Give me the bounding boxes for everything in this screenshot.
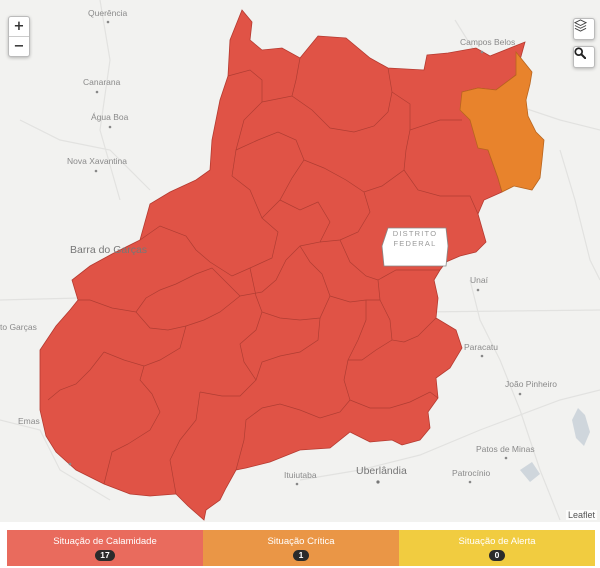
legend-calamity-count: 17	[95, 549, 115, 561]
state-regions[interactable]	[39, 9, 545, 521]
zoom-control: + −	[8, 16, 30, 57]
city-to-garcas: to Garças	[0, 322, 37, 332]
region-borders	[47, 57, 479, 495]
map-canvas[interactable]: Querência Campos Belos Canarana Água Boa…	[0, 0, 600, 522]
map-container[interactable]: Querência Campos Belos Canarana Água Boa…	[0, 0, 600, 522]
district-label: DISTRITO FEDERAL	[384, 229, 446, 249]
district-federal[interactable]	[381, 227, 449, 267]
city-ituiutaba: Ituiutaba	[284, 470, 317, 480]
basemap-water	[520, 408, 590, 482]
region-calamity-outline[interactable]	[39, 9, 526, 521]
city-barra-do-garcas: Barra do Garças	[70, 244, 147, 256]
legend-critical-count: 1	[293, 549, 309, 561]
zoom-out-button[interactable]: −	[9, 36, 29, 56]
legend-alert[interactable]: Situação de Alerta 0	[399, 530, 595, 566]
city-joao-pinheiro: João Pinheiro	[505, 379, 557, 389]
legend-alert-count: 0	[489, 549, 505, 561]
city-nova-xavantina: Nova Xavantina	[67, 156, 127, 166]
status-legend: Situação de Calamidade 17 Situação Críti…	[7, 530, 595, 566]
city-uberlandia: Uberlândia	[356, 465, 407, 477]
district-label-line1: DISTRITO	[392, 229, 438, 238]
region-critical[interactable]	[459, 50, 545, 193]
city-canarana: Canarana	[83, 77, 121, 87]
district-label-line2: FEDERAL	[393, 239, 437, 248]
legend-calamity[interactable]: Situação de Calamidade 17	[7, 530, 203, 566]
city-paracatu: Paracatu	[464, 342, 498, 352]
legend-critical[interactable]: Situação Crítica 1	[203, 530, 399, 566]
city-unai: Unaí	[470, 275, 489, 285]
layers-button[interactable]	[573, 18, 595, 40]
search-button[interactable]	[573, 46, 595, 68]
legend-critical-label: Situação Crítica	[267, 535, 335, 547]
city-patos-de-minas: Patos de Minas	[476, 444, 535, 454]
city-emas: Emas	[18, 416, 40, 426]
legend-alert-label: Situação de Alerta	[458, 535, 536, 547]
city-agua-boa: Água Boa	[91, 112, 129, 122]
city-querencia: Querência	[88, 8, 127, 18]
zoom-in-button[interactable]: +	[13, 19, 25, 34]
city-campos-belos: Campos Belos	[460, 37, 515, 47]
city-labels: Querência Campos Belos Canarana Água Boa…	[0, 8, 557, 486]
attribution[interactable]: Leaflet	[565, 510, 597, 520]
legend-calamity-label: Situação de Calamidade	[53, 535, 157, 547]
city-patrocinio: Patrocínio	[452, 468, 491, 478]
